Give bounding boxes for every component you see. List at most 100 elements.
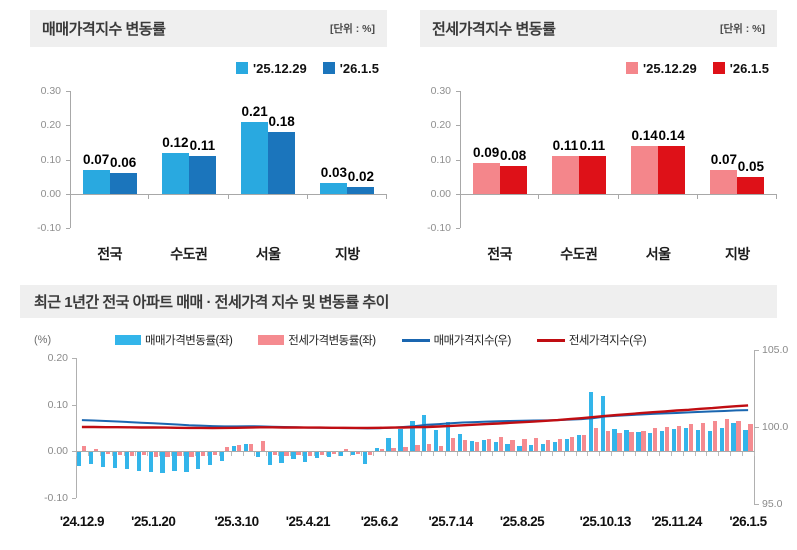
jeonse-change-bar bbox=[284, 452, 289, 457]
jeonse-change-bar bbox=[534, 437, 539, 452]
sale-change-bar bbox=[350, 452, 356, 456]
jeonse-change-bar bbox=[736, 421, 741, 452]
jeonse-change-bar bbox=[343, 449, 349, 452]
week-tick-mark bbox=[278, 452, 280, 457]
top-charts-row: 매매가격지수 변동률 [단위 : %] '25.12.29 '26.1.5 0.3… bbox=[0, 0, 797, 271]
week-tick-mark bbox=[730, 452, 732, 457]
legend-item: 전세가격변동률(좌) bbox=[258, 332, 376, 348]
legend-line-swatch bbox=[536, 338, 565, 342]
jeonse-change-bar bbox=[320, 452, 325, 456]
right-tick-label: 105.0 bbox=[762, 344, 789, 356]
jeonse-change-bar bbox=[213, 452, 218, 456]
y-tick-mark bbox=[66, 91, 70, 92]
x-tick-label: '25.3.10 bbox=[214, 514, 259, 529]
week-tick-mark bbox=[599, 452, 601, 457]
trend-section-header: 최근 1년간 전국 아파트 매매 · 전세가격 지수 및 변동률 추이 bbox=[20, 285, 777, 318]
week-tick-mark bbox=[539, 452, 541, 457]
week-tick-mark bbox=[254, 452, 256, 457]
legend-item: '26.1.5 bbox=[322, 60, 379, 76]
jeonse-change-bar bbox=[379, 448, 384, 452]
week-tick-mark bbox=[385, 452, 387, 457]
x-tick-mark bbox=[148, 193, 150, 199]
week-tick-mark bbox=[480, 452, 482, 457]
jeonse-change-bar bbox=[510, 440, 515, 452]
category-label: 서울 bbox=[645, 246, 671, 262]
left-tick-label: 0.10 bbox=[47, 398, 68, 411]
trend-legend: 매매가격변동률(좌) 전세가격변동률(좌) 매매가격지수(우) 전세가격지수(우) bbox=[94, 332, 667, 348]
week-tick-mark bbox=[123, 452, 125, 457]
sale-change-bar bbox=[219, 452, 225, 461]
sale-change-bar bbox=[612, 428, 617, 452]
left-axis-line bbox=[76, 358, 77, 498]
week-tick-mark bbox=[171, 452, 173, 457]
jeonse-change-bar bbox=[331, 452, 337, 455]
week-tick-mark bbox=[528, 452, 529, 457]
jeonse-change-bar bbox=[581, 435, 587, 452]
sale-change-bar bbox=[196, 452, 201, 470]
index-lines-layer bbox=[81, 404, 749, 430]
bar-value-label: 0.12 bbox=[162, 134, 189, 150]
x-tick-label: '25.8.25 bbox=[499, 514, 545, 529]
sale-change-bar bbox=[303, 452, 308, 462]
left-tick-mark bbox=[72, 498, 76, 499]
jeonse-change-bar bbox=[427, 444, 432, 452]
legend-label: 매매가격지수(우) bbox=[433, 335, 512, 347]
left-tick-mark bbox=[72, 451, 76, 453]
jeonse-legend: '25.12.29 '26.1.5 bbox=[420, 60, 769, 76]
bar-prev bbox=[320, 183, 348, 194]
x-tick-label: '25.6.2 bbox=[360, 514, 399, 529]
sale-change-bar bbox=[89, 452, 94, 465]
jeonse-change-bar bbox=[296, 452, 301, 455]
week-tick-mark bbox=[742, 452, 744, 457]
y-tick-mark bbox=[66, 228, 70, 229]
jeonse-change-bar bbox=[724, 418, 729, 452]
sale-change-bar bbox=[671, 429, 677, 452]
trend-chart: 0.20 0.10 0.00 -0.10 '24.12.9 '25.1.20 '25.3.… bbox=[20, 344, 788, 536]
sale-change-bar bbox=[422, 414, 427, 452]
x-tick-label: '25.7.14 bbox=[428, 514, 474, 529]
week-tick-mark bbox=[658, 452, 660, 457]
sale-change-bar bbox=[707, 430, 712, 452]
sale-change-bar bbox=[588, 391, 593, 452]
bar-value-label: 0.07 bbox=[82, 151, 110, 167]
sale-change-bar bbox=[386, 438, 391, 452]
jeonse-index-line bbox=[81, 404, 749, 430]
sale-change-bar bbox=[338, 452, 344, 457]
sale-change-bar bbox=[529, 444, 534, 452]
trend-title: 최근 1년간 전국 아파트 매매 · 전세가격 지수 및 변동률 추이 bbox=[34, 294, 389, 311]
bar-curr bbox=[347, 186, 375, 194]
sale-plot-area: 0.07 0.06 전국 0.12 0.11 수도권 0.21 0.18 서울 0.03 0.02 지… bbox=[66, 91, 387, 271]
week-tick-mark bbox=[337, 452, 339, 457]
sale-change-bar bbox=[600, 396, 605, 452]
sale-change-bar bbox=[660, 430, 665, 452]
legend-item: '25.12.29 bbox=[626, 60, 697, 76]
category-label: 전국 bbox=[487, 246, 512, 262]
sale-change-bar bbox=[326, 452, 332, 457]
week-tick-mark bbox=[516, 452, 518, 457]
week-tick-mark bbox=[635, 452, 637, 457]
bar-prev bbox=[161, 152, 189, 194]
sale-unit-label: [단위 : %] bbox=[330, 23, 375, 35]
legend-swatch bbox=[712, 62, 725, 74]
sale-change-bar bbox=[743, 429, 748, 452]
week-tick-mark bbox=[397, 452, 399, 457]
legend-item: 매매가격변동률(좌) bbox=[114, 332, 233, 348]
sale-change-bar bbox=[541, 443, 546, 452]
bar-curr bbox=[658, 145, 686, 194]
jeonse-change-bar bbox=[177, 452, 182, 457]
week-tick-mark bbox=[159, 452, 161, 457]
jeonse-change-bar bbox=[117, 452, 123, 456]
y-tick-mark bbox=[66, 159, 70, 161]
sale-change-bar bbox=[136, 452, 141, 471]
x-tick-mark bbox=[306, 193, 308, 199]
week-tick-mark bbox=[706, 452, 708, 457]
sale-change-bar bbox=[315, 452, 320, 459]
trend-left-axis-labels: 0.20 0.10 0.00 -0.10 bbox=[32, 352, 76, 504]
week-tick-mark bbox=[492, 452, 494, 457]
sale-change-bar bbox=[410, 421, 415, 452]
jeonse-change-bar bbox=[236, 445, 242, 452]
sale-change-bar bbox=[291, 452, 296, 460]
jeonse-price-panel: 전세가격지수 변동률 [단위 : %] '25.12.29 '26.1.5 0.3… bbox=[420, 10, 777, 271]
category-label: 수도권 bbox=[560, 246, 598, 262]
